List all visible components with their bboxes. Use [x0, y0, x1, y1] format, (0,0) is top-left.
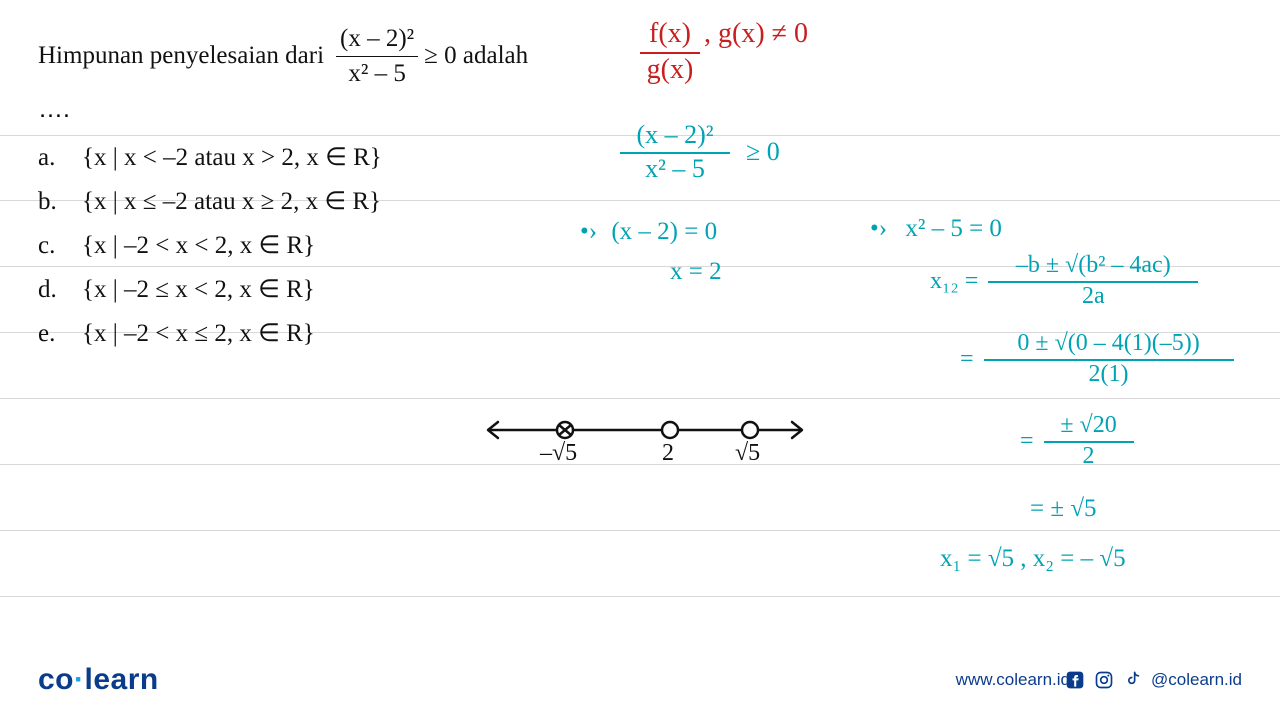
option-label: e. — [38, 320, 62, 348]
hand-quad4: = ± √5 — [1030, 495, 1097, 523]
page: Himpunan penyelesaian dari (x – 2)² x² –… — [0, 0, 1280, 720]
instagram-icon — [1093, 670, 1114, 691]
question-tail: ≥ 0 adalah — [424, 39, 528, 73]
option-text: {x | –2 ≤ x < 2, x ∈ R} — [82, 274, 315, 304]
logo-dot: · — [74, 663, 85, 696]
footer-handle: @colearn.id — [1151, 670, 1242, 690]
red-gx: g(x) — [647, 54, 694, 86]
fraction-denominator: x² – 5 — [344, 57, 410, 91]
eq-sign: = — [960, 346, 974, 373]
tick-label-1: –√5 — [540, 440, 577, 467]
ineq-rel: ≥ 0 — [746, 137, 780, 167]
footer-url: www.colearn.id — [956, 670, 1070, 690]
option-text: {x | x ≤ –2 atau x ≥ 2, x ∈ R} — [82, 186, 381, 216]
option-label: d. — [38, 276, 62, 304]
tick-label-3: √5 — [735, 440, 760, 467]
quad1-num: –b ± √(b² – 4ac) — [1016, 252, 1171, 279]
numberline-svg — [470, 400, 830, 490]
bullet-marker: •› — [580, 218, 597, 245]
option-text: {x | x < –2 atau x > 2, x ∈ R} — [82, 142, 382, 172]
hand-bullet2: •› x² – 5 = 0 — [870, 215, 1002, 243]
option-a: a. {x | x < –2 atau x > 2, x ∈ R} — [38, 142, 598, 172]
bullet1a: (x – 2) = 0 — [611, 218, 717, 245]
bullet1b: x = 2 — [670, 258, 722, 285]
question-block: Himpunan penyelesaian dari (x – 2)² x² –… — [38, 22, 598, 362]
question-stem: Himpunan penyelesaian dari (x – 2)² x² –… — [38, 22, 598, 91]
quad1-lhs: x₁₂ = — [930, 268, 978, 295]
rule-line — [0, 398, 1280, 399]
hand-quad3: = ± √20 2 — [1020, 412, 1134, 470]
question-dots: …. — [38, 95, 598, 124]
quad2-num: 0 ± √(0 – 4(1)(–5)) — [1017, 330, 1199, 357]
option-label: a. — [38, 144, 62, 172]
option-c: c. {x | –2 < x < 2, x ∈ R} — [38, 230, 598, 260]
red-cond: , g(x) ≠ 0 — [704, 18, 808, 50]
option-label: b. — [38, 188, 62, 216]
bullet2a: x² – 5 = 0 — [905, 215, 1002, 242]
option-d: d. {x | –2 ≤ x < 2, x ∈ R} — [38, 274, 598, 304]
rule-line — [0, 596, 1280, 597]
hand-ineq: (x – 2)² x² – 5 ≥ 0 — [620, 120, 780, 184]
rule-line — [0, 530, 1280, 531]
ineq-den: x² – 5 — [645, 154, 705, 184]
option-text: {x | –2 < x < 2, x ∈ R} — [82, 230, 315, 260]
red-fx: f(x) — [649, 18, 691, 50]
roots: x₁ = √5 , x₂ = – √5 — [940, 545, 1126, 572]
footer: co·learn www.colearn.id @colearn.id — [0, 660, 1280, 700]
hand-bullet1b: x = 2 — [670, 258, 722, 286]
option-e: e. {x | –2 < x ≤ 2, x ∈ R} — [38, 318, 598, 348]
hand-roots: x₁ = √5 , x₂ = – √5 — [940, 545, 1126, 573]
question-fraction: (x – 2)² x² – 5 — [336, 22, 418, 91]
ineq-num: (x – 2)² — [636, 120, 713, 150]
bullet-marker: •› — [870, 215, 887, 242]
option-b: b. {x | x ≤ –2 atau x ≥ 2, x ∈ R} — [38, 186, 598, 216]
hand-red-frac: f(x) g(x) , g(x) ≠ 0 — [640, 18, 808, 86]
question-lead: Himpunan penyelesaian dari — [38, 39, 324, 73]
facebook-icon — [1064, 670, 1085, 691]
logo-part-a: co — [38, 663, 74, 696]
option-text: {x | –2 < x ≤ 2, x ∈ R} — [82, 318, 315, 348]
quad3-num: ± √20 — [1060, 412, 1116, 439]
quad1-den: 2a — [1082, 283, 1105, 310]
option-label: c. — [38, 232, 62, 260]
hand-quad1: x₁₂ = –b ± √(b² – 4ac) 2a — [930, 252, 1198, 310]
hand-quad2: = 0 ± √(0 – 4(1)(–5)) 2(1) — [960, 330, 1234, 388]
footer-socials: @colearn.id — [1064, 670, 1242, 691]
quad3-den: 2 — [1083, 443, 1095, 470]
logo-part-b: learn — [85, 663, 159, 696]
brand-logo: co·learn — [38, 663, 159, 697]
fraction-numerator: (x – 2)² — [336, 22, 418, 57]
quad4: = ± √5 — [1030, 495, 1097, 522]
options-list: a. {x | x < –2 atau x > 2, x ∈ R} b. {x … — [38, 142, 598, 348]
quad2-den: 2(1) — [1089, 361, 1129, 388]
hand-bullet1: •› (x – 2) = 0 — [580, 218, 717, 246]
tiktok-icon — [1122, 670, 1143, 691]
eq-sign: = — [1020, 428, 1034, 455]
tick-label-2: 2 — [662, 440, 674, 467]
